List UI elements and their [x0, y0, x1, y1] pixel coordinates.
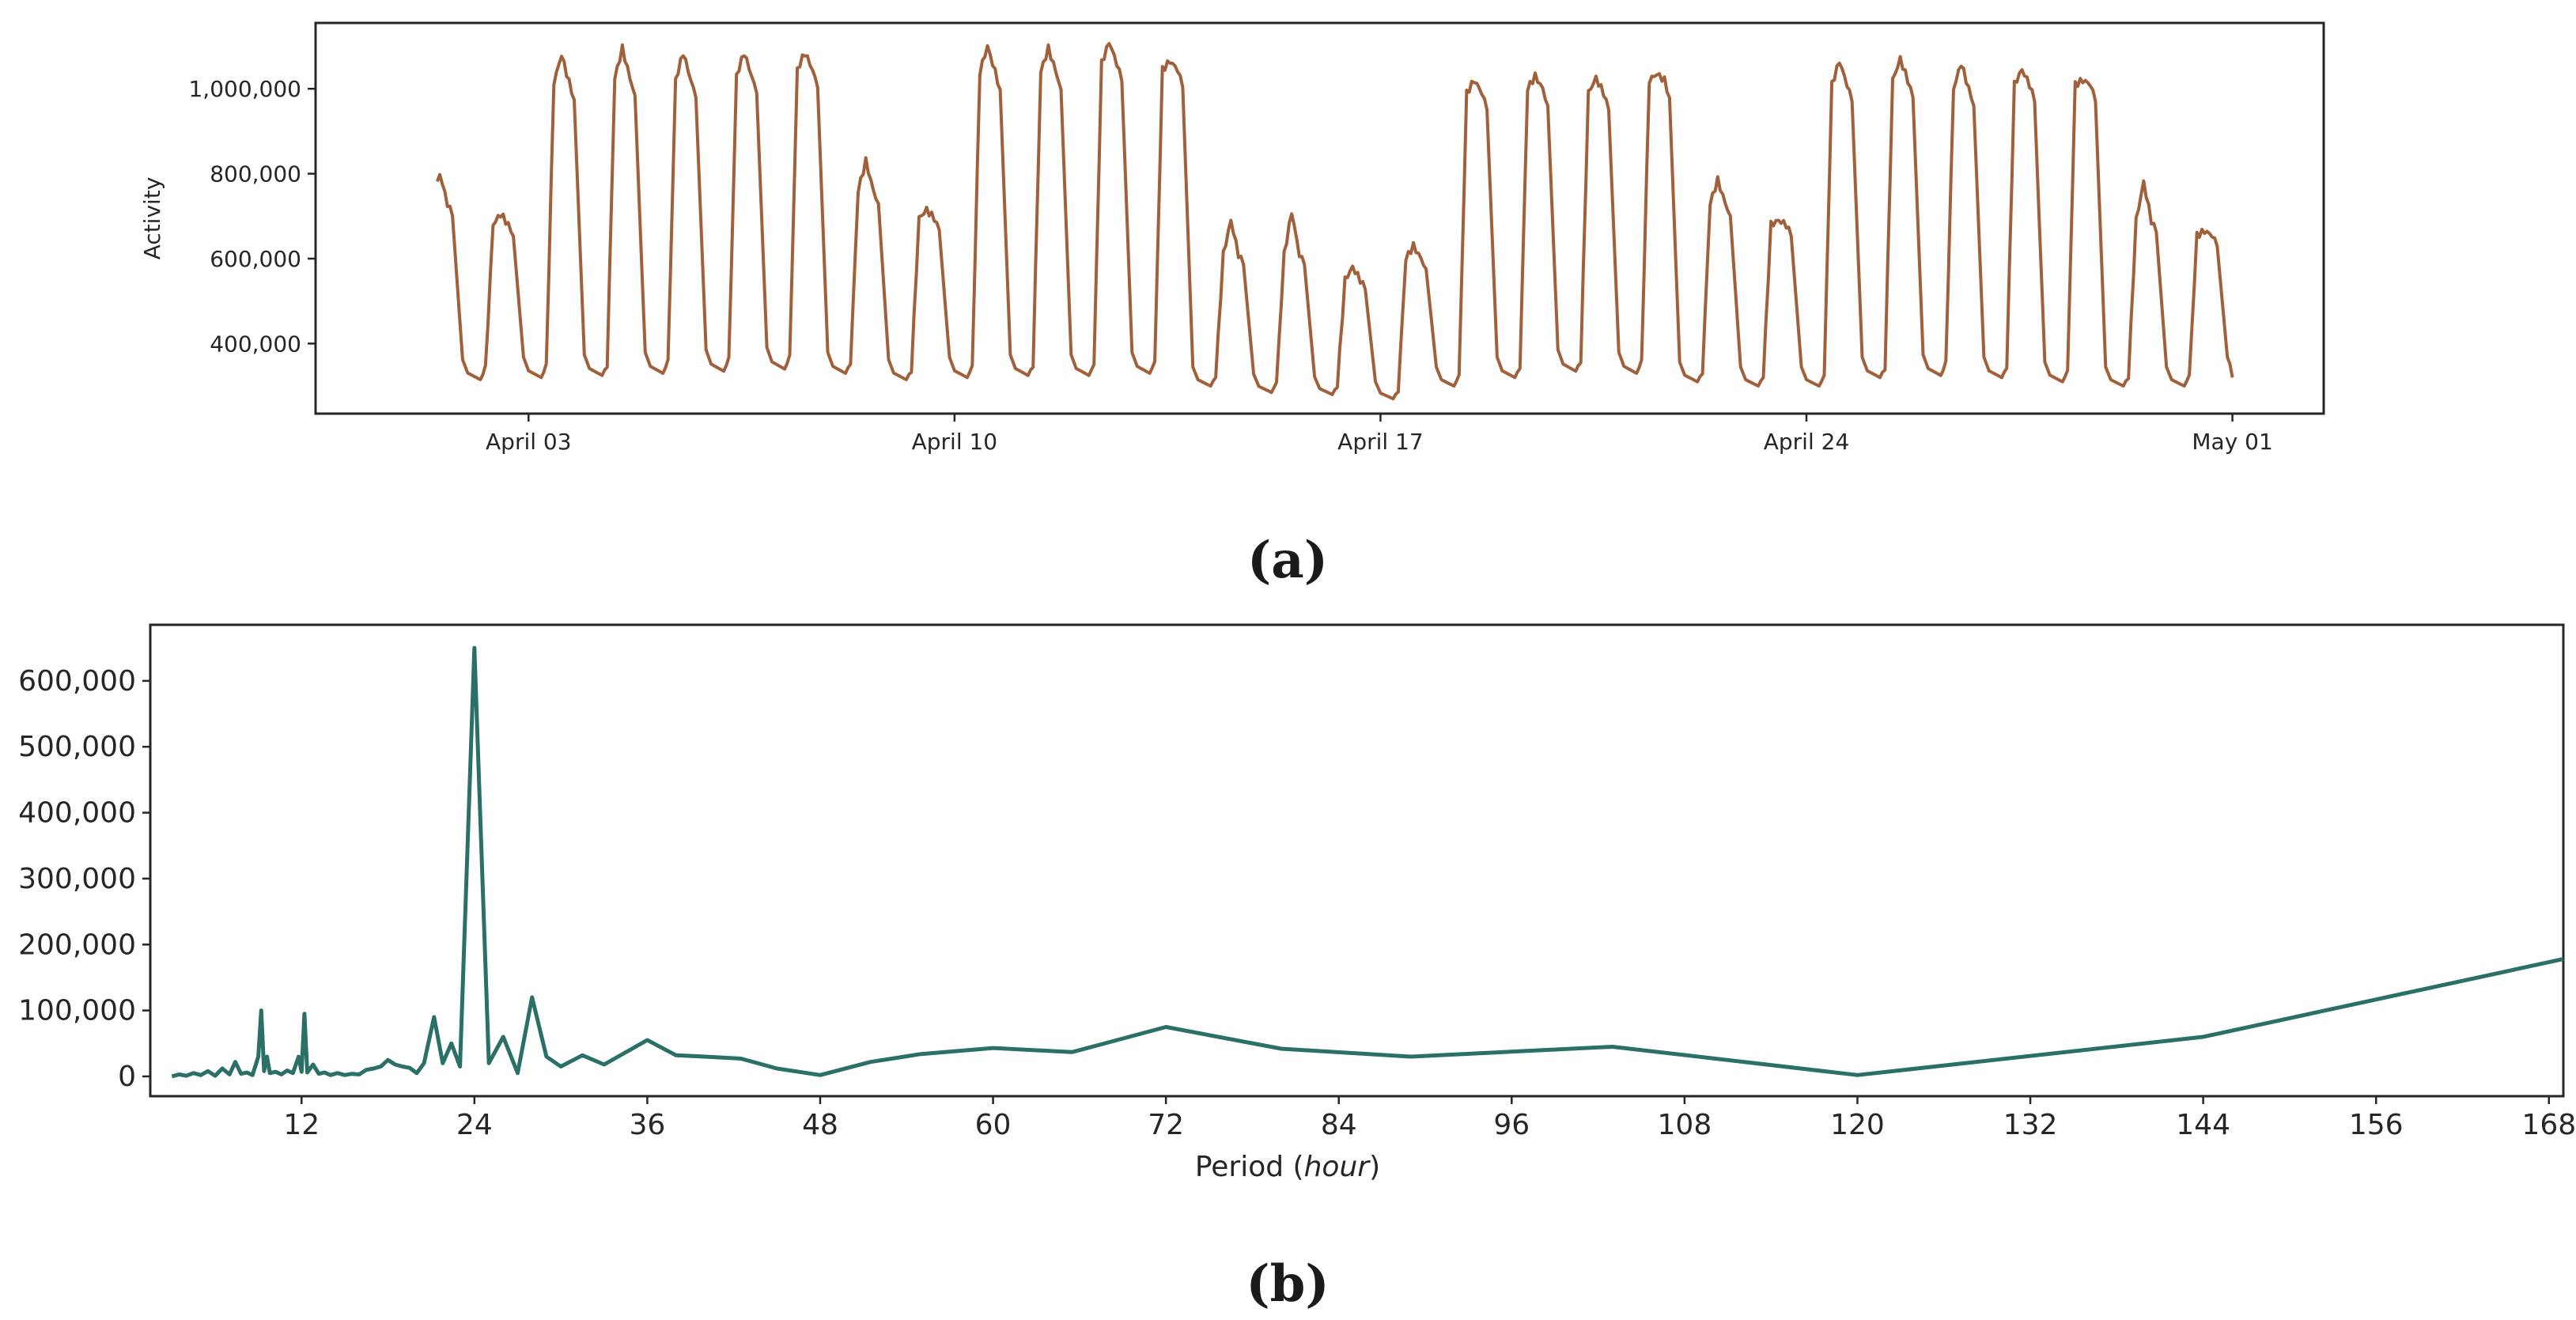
chart-a-x-tick-label: April 10: [912, 429, 998, 455]
chart-b-y-tick-label: 500,000: [18, 731, 136, 763]
chart-a-x-axis: April 03 April 10 April 17 April 24 May 01: [486, 414, 2273, 455]
panel-a-label: (a): [1247, 531, 1328, 590]
chart-b-y-tick-label: 0: [118, 1061, 136, 1093]
chart-b-x-tick-label: 144: [2176, 1109, 2230, 1141]
chart-a-series-line: [436, 42, 2234, 401]
chart-b-x-tick-label: 168: [2521, 1109, 2576, 1141]
chart-a-y-tick-label: 600,000: [210, 246, 301, 272]
chart-b-x-axis-label: Period (hour): [1195, 1151, 1380, 1183]
chart-a-y-axis: 400,000 600,000 800,000 1,000,000: [188, 76, 316, 357]
chart-a-y-tick-label: 800,000: [210, 161, 301, 187]
chart-b-y-tick-label: 200,000: [18, 929, 136, 961]
panel-b-label: (b): [1246, 1254, 1329, 1314]
chart-a-x-tick-label: April 17: [1337, 429, 1424, 455]
chart-b-y-tick-label: 600,000: [18, 665, 136, 698]
chart-b-x-tick-label: 48: [802, 1109, 838, 1141]
chart-b-x-tick-label: 72: [1148, 1109, 1184, 1141]
chart-a-y-tick-label: 400,000: [210, 331, 301, 357]
chart-a-y-tick-label: 1,000,000: [188, 76, 301, 102]
chart-b-x-tick-label: 84: [1321, 1109, 1357, 1141]
chart-a-frame: [314, 21, 2325, 415]
chart-b-series-line: [171, 645, 2564, 1079]
chart-b-x-tick-label: 132: [2003, 1109, 2058, 1141]
chart-b-y-axis: 0 100,000 200,000 300,000 400,000 500,000 600,…: [18, 665, 150, 1093]
chart-b-y-tick-label: 400,000: [18, 797, 136, 830]
chart-b-x-tick-label: 12: [283, 1109, 320, 1141]
chart-a-x-tick-label: April 24: [1764, 429, 1850, 455]
chart-b-x-tick-label: 24: [456, 1109, 493, 1141]
chart-b-x-tick-label: 96: [1493, 1109, 1530, 1141]
chart-b-frame: [149, 623, 2565, 1098]
chart-a-x-tick-label: April 03: [486, 429, 572, 455]
chart-b-x-tick-label: 120: [1830, 1109, 1885, 1141]
chart-b: 0 100,000 200,000 300,000 400,000 500,000 600,…: [18, 623, 2576, 1314]
chart-b-x-tick-label: 156: [2349, 1109, 2404, 1141]
chart-b-x-tick-label: 60: [975, 1109, 1012, 1141]
chart-b-x-tick-label: 108: [1658, 1109, 1712, 1141]
chart-a-y-axis-label: Activity: [139, 177, 165, 260]
chart-b-x-tick-label: 36: [630, 1109, 666, 1141]
chart-b-x-axis: 12 24 36 48 60 72 84 96 108 120 132 144 156 168: [283, 1096, 2576, 1141]
chart-b-y-tick-label: 300,000: [18, 863, 136, 895]
chart-b-y-tick-label: 100,000: [18, 995, 136, 1027]
chart-a-x-tick-label: May 01: [2192, 429, 2272, 455]
